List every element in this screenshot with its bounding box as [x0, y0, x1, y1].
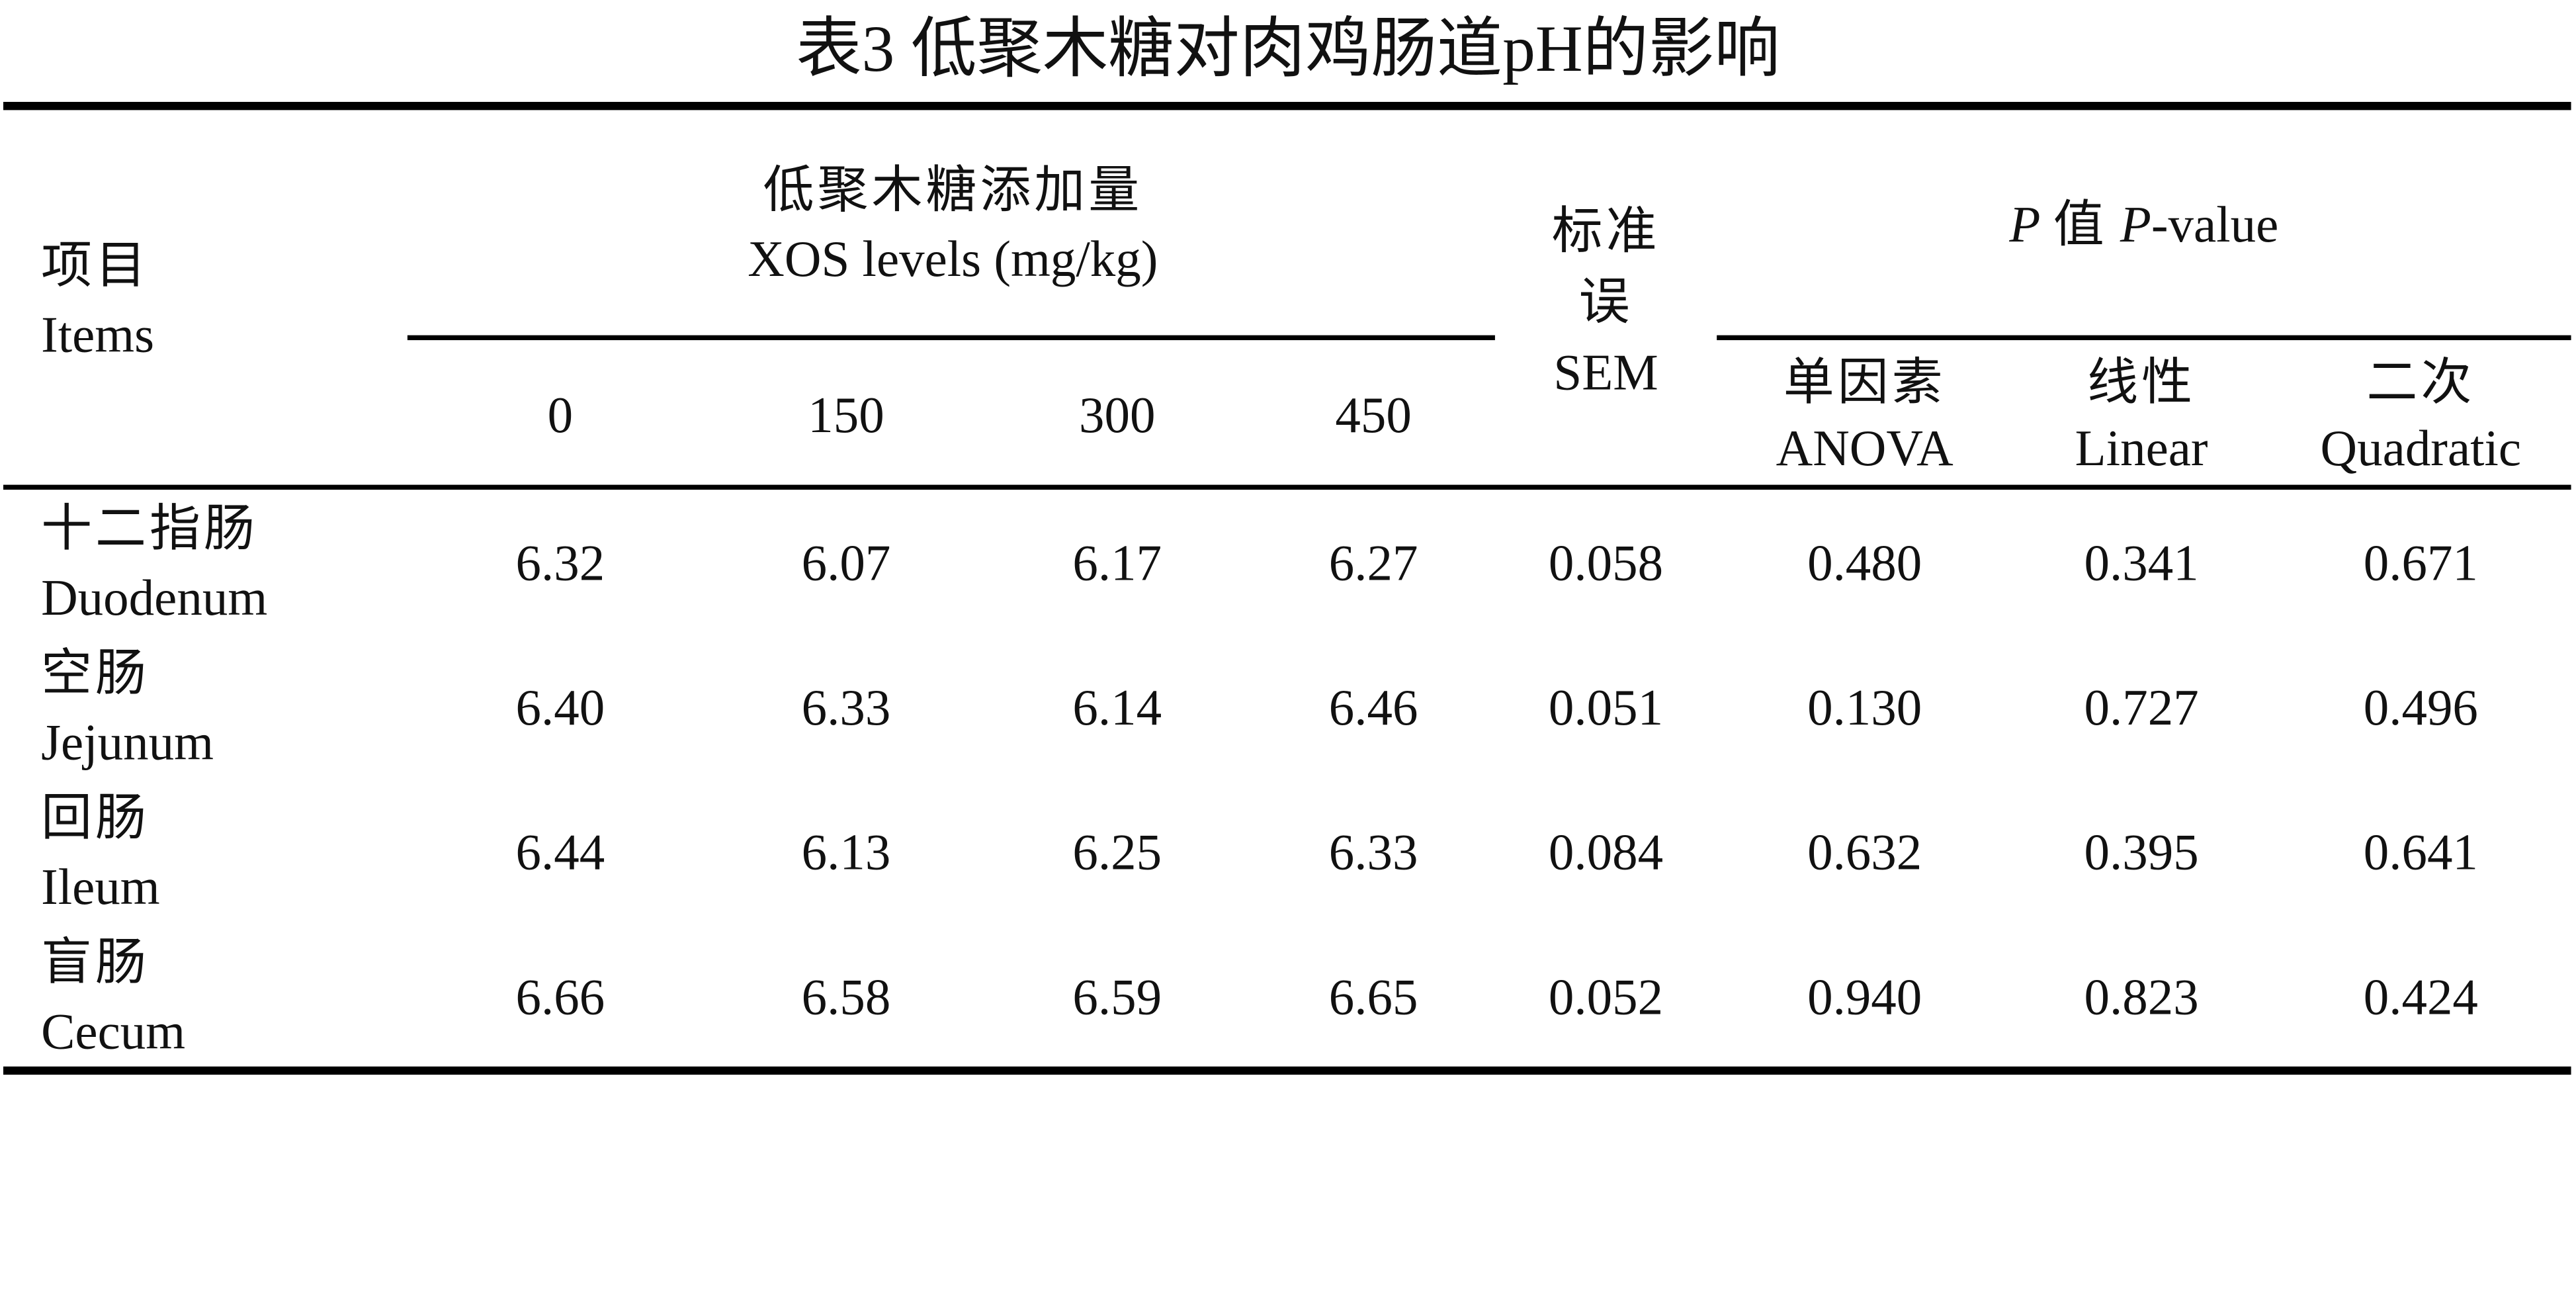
- row-label-en: Ileum: [41, 858, 160, 916]
- header-level-450: 450: [1335, 385, 1412, 443]
- cell-sem: 0.052: [1548, 967, 1664, 1026]
- header-sem-zh: 标准误: [1551, 201, 1660, 330]
- header-p-value-suffix: -value: [2151, 195, 2279, 253]
- cell-sem: 0.051: [1548, 678, 1664, 736]
- row-label: 空肠 Jejunum: [3, 636, 411, 781]
- cell-level-450: 6.46: [1328, 678, 1418, 736]
- cell-level-0: 6.44: [515, 823, 605, 881]
- header-p-value-zh: 值: [2053, 195, 2108, 253]
- cell-linear: 0.823: [2084, 967, 2199, 1026]
- table-row: 回肠 Ileum 6.44 6.13 6.25 6.33 0.084 0.632…: [0, 781, 2576, 926]
- table-row: 盲肠 Cecum 6.66 6.58 6.59 6.65 0.052 0.940…: [0, 925, 2576, 1070]
- header-p-symbol-2: P: [2120, 195, 2151, 253]
- row-label-en: Duodenum: [41, 568, 268, 627]
- row-label: 十二指肠 Duodenum: [3, 492, 411, 637]
- cell-quadratic: 0.641: [2363, 823, 2478, 881]
- cell-quadratic: 0.671: [2363, 534, 2478, 592]
- cell-anova: 0.130: [1807, 678, 1922, 736]
- header-quadratic-en: Quadratic: [2320, 418, 2522, 476]
- header-anova-en: ANOVA: [1776, 418, 1953, 476]
- cell-level-150: 6.13: [801, 823, 891, 881]
- cell-level-0: 6.66: [515, 967, 605, 1026]
- header-xos-levels: 低聚木糖添加量 XOS levels (mg/kg): [411, 113, 1495, 337]
- header-span-band: 项目 Items 标准误 SEM: [0, 113, 2576, 488]
- header-linear: 线性 Linear: [2012, 342, 2270, 488]
- row-label-zh: 十二指肠: [41, 499, 258, 557]
- cell-level-150: 6.58: [801, 967, 891, 1026]
- cell-linear: 0.395: [2084, 823, 2199, 881]
- header-p-value-line: P 值 P-value: [2009, 191, 2278, 259]
- xos-levels-rule: [407, 335, 1495, 341]
- p-value-rule: [1717, 335, 2571, 341]
- row-label-en: Cecum: [41, 1002, 186, 1060]
- cell-level-450: 6.65: [1328, 967, 1418, 1026]
- header-bottom-rule: [3, 484, 2571, 490]
- cell-level-300: 6.17: [1072, 534, 1162, 592]
- row-label-zh: 空肠: [41, 644, 150, 702]
- cell-sem: 0.084: [1548, 823, 1664, 881]
- header-items-en: Items: [41, 305, 155, 363]
- cell-quadratic: 0.424: [2363, 967, 2478, 1026]
- header-items: 项目 Items: [3, 113, 411, 488]
- cell-linear: 0.727: [2084, 678, 2199, 736]
- header-p-symbol: P: [2009, 195, 2041, 253]
- header-anova-zh: 单因素: [1783, 352, 1946, 410]
- cell-level-150: 6.33: [801, 678, 891, 736]
- header-sem-en: SEM: [1553, 342, 1658, 400]
- cell-linear: 0.341: [2084, 534, 2199, 592]
- header-level-300: 300: [1078, 385, 1156, 443]
- row-label-zh: 盲肠: [41, 933, 150, 991]
- top-rule: [3, 101, 2571, 111]
- row-label: 盲肠 Cecum: [3, 925, 411, 1070]
- header-row-bottom: 0 150 300 450 单因素 ANOVA 线性 Linear 二次 Qua…: [0, 342, 2576, 488]
- header-quadratic: 二次 Quadratic: [2270, 342, 2571, 488]
- header-level-150: 150: [808, 385, 884, 443]
- header-quadratic-zh: 二次: [2366, 352, 2475, 410]
- header-row-top: 低聚木糖添加量 XOS levels (mg/kg) P 值 P-value: [0, 113, 2576, 337]
- cell-level-300: 6.59: [1072, 967, 1162, 1026]
- cell-level-300: 6.25: [1072, 823, 1162, 881]
- header-xos-levels-en: XOS levels (mg/kg): [748, 230, 1158, 288]
- cell-anova: 0.632: [1807, 823, 1922, 881]
- cell-level-0: 6.32: [515, 534, 605, 592]
- cell-level-450: 6.33: [1328, 823, 1418, 881]
- bottom-rule: [3, 1066, 2571, 1075]
- cell-sem: 0.058: [1548, 534, 1664, 592]
- header-linear-en: Linear: [2075, 418, 2208, 476]
- cell-level-150: 6.07: [801, 534, 891, 592]
- header-p-value: P 值 P-value: [1717, 113, 2571, 337]
- cell-level-0: 6.40: [515, 678, 605, 736]
- table-row: 十二指肠 Duodenum 6.32 6.07 6.17 6.27 0.058 …: [0, 492, 2576, 637]
- cell-level-300: 6.14: [1072, 678, 1162, 736]
- row-label-en: Jejunum: [41, 713, 214, 771]
- cell-quadratic: 0.496: [2363, 678, 2478, 736]
- header-xos-levels-zh: 低聚木糖添加量: [763, 161, 1143, 219]
- cell-level-450: 6.27: [1328, 534, 1418, 592]
- row-label: 回肠 Ileum: [3, 781, 411, 926]
- header-items-zh: 项目: [41, 236, 150, 294]
- row-label-zh: 回肠: [41, 789, 150, 846]
- header-linear-zh: 线性: [2087, 352, 2196, 410]
- table-title: 表3 低聚木糖对肉鸡肠道pH的影响: [796, 11, 1780, 86]
- header-level-0: 0: [547, 385, 574, 443]
- cell-anova: 0.940: [1807, 967, 1922, 1026]
- header-sem: 标准误 SEM: [1495, 113, 1717, 488]
- header-anova: 单因素 ANOVA: [1717, 342, 2012, 488]
- cell-anova: 0.480: [1807, 534, 1922, 592]
- table-row: 空肠 Jejunum 6.40 6.33 6.14 6.46 0.051 0.1…: [0, 636, 2576, 781]
